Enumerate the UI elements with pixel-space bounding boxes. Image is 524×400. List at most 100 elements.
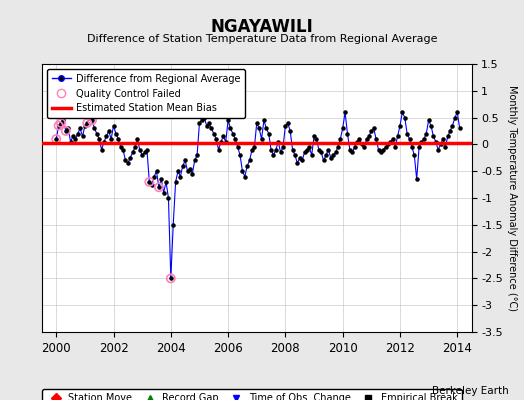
Point xyxy=(90,125,99,132)
Point xyxy=(116,144,125,150)
Point xyxy=(372,136,380,142)
Point xyxy=(386,138,395,145)
Point xyxy=(67,138,75,145)
Point xyxy=(322,152,330,158)
Point xyxy=(334,144,342,150)
Point xyxy=(226,125,235,132)
Point xyxy=(162,179,170,185)
Point xyxy=(238,168,247,174)
Point xyxy=(429,133,438,140)
Point xyxy=(434,146,442,153)
Point xyxy=(155,184,163,190)
Point xyxy=(329,152,337,158)
Point xyxy=(64,125,72,132)
Point xyxy=(381,144,390,150)
Point xyxy=(389,136,397,142)
Point xyxy=(228,130,237,137)
Point xyxy=(346,146,354,153)
Point xyxy=(420,136,428,142)
Point xyxy=(145,179,154,185)
Point xyxy=(281,122,290,129)
Point xyxy=(81,122,89,129)
Point xyxy=(443,133,452,140)
Point xyxy=(286,128,294,134)
Point xyxy=(245,157,254,164)
Point xyxy=(446,128,454,134)
Point xyxy=(167,275,175,282)
Point xyxy=(424,117,433,124)
Point xyxy=(396,122,404,129)
Point xyxy=(171,179,180,185)
Point xyxy=(112,130,120,137)
Point xyxy=(181,157,189,164)
Point xyxy=(167,275,175,282)
Point xyxy=(152,168,161,174)
Point xyxy=(288,146,297,153)
Point xyxy=(73,130,82,137)
Point xyxy=(391,144,399,150)
Point xyxy=(52,136,60,142)
Point xyxy=(59,117,68,124)
Point xyxy=(69,133,77,140)
Point xyxy=(148,181,156,188)
Point xyxy=(422,130,430,137)
Text: NGAYAWILI: NGAYAWILI xyxy=(211,18,313,36)
Point xyxy=(343,130,352,137)
Y-axis label: Monthly Temperature Anomaly Difference (°C): Monthly Temperature Anomaly Difference (… xyxy=(507,85,517,311)
Point xyxy=(357,141,366,148)
Point xyxy=(150,173,158,180)
Point xyxy=(336,136,344,142)
Point xyxy=(293,160,301,166)
Point xyxy=(193,152,201,158)
Point xyxy=(255,125,264,132)
Point xyxy=(439,136,447,142)
Point xyxy=(157,176,166,182)
Point xyxy=(248,146,256,153)
Point xyxy=(365,133,373,140)
Point xyxy=(217,138,225,145)
Point xyxy=(250,144,258,150)
Point xyxy=(174,168,182,174)
Point xyxy=(119,146,127,153)
Point xyxy=(374,146,383,153)
Point xyxy=(100,138,108,145)
Point xyxy=(351,144,359,150)
Point xyxy=(377,149,385,156)
Point xyxy=(188,171,196,177)
Point xyxy=(427,122,435,129)
Point xyxy=(191,157,199,164)
Point xyxy=(298,157,307,164)
Point xyxy=(128,149,137,156)
Point xyxy=(212,136,221,142)
Point xyxy=(88,117,96,124)
Point xyxy=(360,144,368,150)
Point xyxy=(300,149,309,156)
Point xyxy=(110,122,118,129)
Point xyxy=(269,152,278,158)
Point xyxy=(195,120,204,126)
Point xyxy=(224,117,232,124)
Point xyxy=(169,222,178,228)
Point xyxy=(107,136,115,142)
Point xyxy=(451,114,459,121)
Point xyxy=(138,152,146,158)
Point xyxy=(384,141,392,148)
Point xyxy=(341,109,350,116)
Point xyxy=(219,133,227,140)
Point xyxy=(320,157,328,164)
Point xyxy=(140,149,149,156)
Point xyxy=(305,144,313,150)
Text: Difference of Station Temperature Data from Regional Average: Difference of Station Temperature Data f… xyxy=(87,34,437,44)
Point xyxy=(159,190,168,196)
Point xyxy=(57,120,65,126)
Point xyxy=(71,136,80,142)
Point xyxy=(312,136,321,142)
Point xyxy=(202,122,211,129)
Point xyxy=(277,149,285,156)
Point xyxy=(214,146,223,153)
Point xyxy=(331,149,340,156)
Point xyxy=(76,125,84,132)
Point xyxy=(262,125,270,132)
Point xyxy=(105,128,113,134)
Point xyxy=(441,144,450,150)
